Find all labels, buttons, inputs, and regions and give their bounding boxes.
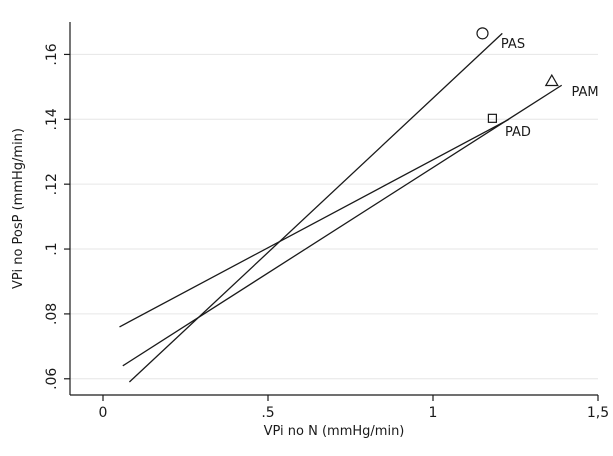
series-label-pam: PAM (571, 85, 598, 100)
series-line-pad (119, 118, 510, 328)
x-tick-label: 0 (99, 405, 108, 421)
y-tick-label: .16 (44, 43, 60, 65)
series-label-pad: PAD (505, 125, 531, 140)
x-tick-label: .5 (261, 405, 274, 421)
y-tick-label: .08 (44, 303, 60, 325)
x-tick-label: 1 (429, 405, 438, 421)
x-tick-label: 1,5 (587, 405, 609, 421)
marker-triangle-pam (544, 73, 559, 87)
grid-layer (70, 53, 598, 380)
y-axis-title: VPi no PosP (mmHg/min) (11, 128, 26, 289)
series-line-pam (122, 84, 563, 367)
y-tick-label: .1 (44, 242, 60, 255)
marker-circle-pas (476, 27, 489, 40)
y-tick-label: .12 (44, 173, 60, 195)
y-tick-label: .06 (44, 368, 60, 390)
series-line-pas (128, 32, 503, 383)
y-tick-label: .14 (44, 108, 60, 130)
x-axis-title: VPi no N (mmHg/min) (264, 424, 405, 439)
series-layer: PAS PAM PAD (119, 27, 599, 383)
marker-square-pad (487, 113, 497, 123)
series-label-pas: PAS (501, 37, 525, 52)
axes-layer: .06 .08 .1 .12 .14 .16 0 .5 1 1,5 (44, 22, 609, 421)
